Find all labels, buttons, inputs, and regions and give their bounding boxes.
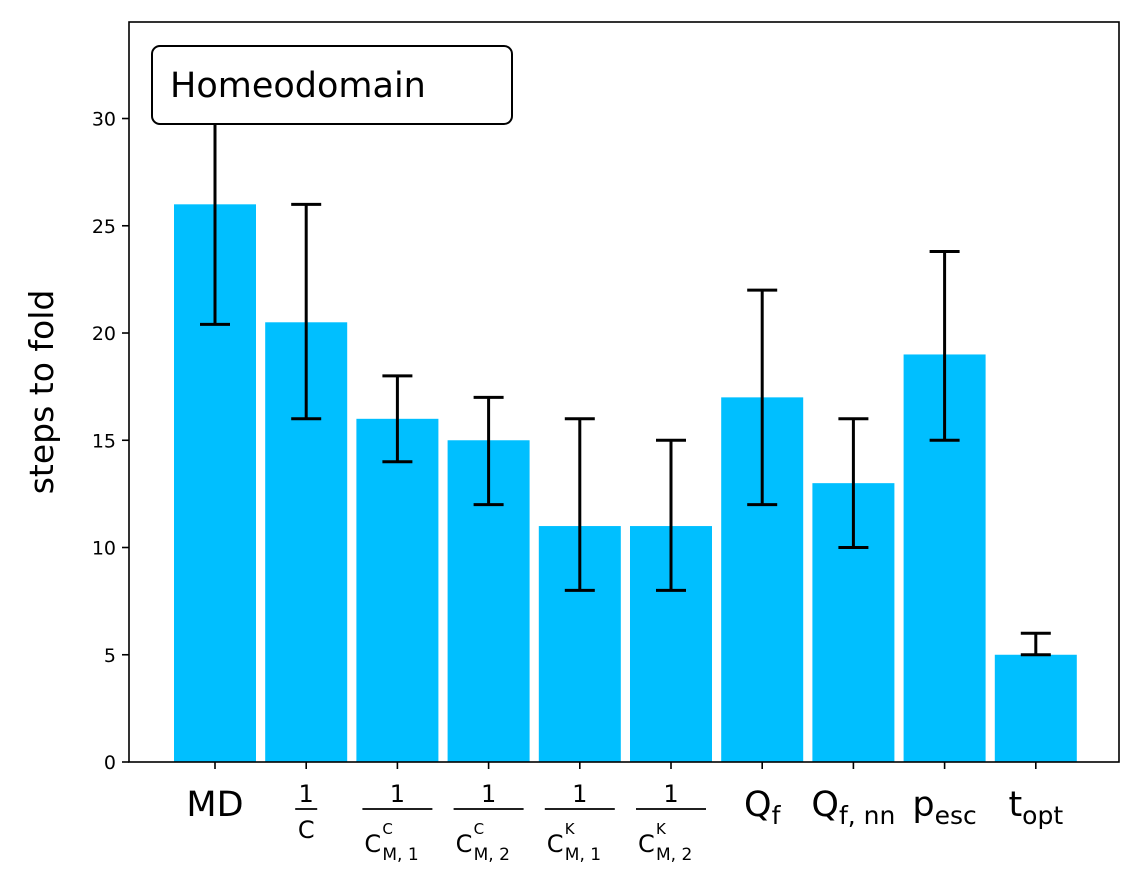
- x-tick-label-8: Qf, nn: [811, 785, 895, 830]
- error-bar-3: [382, 374, 413, 464]
- error-bar-2: [291, 202, 322, 421]
- error-bar-6: [656, 438, 686, 592]
- svg-text:C: C: [382, 820, 392, 838]
- svg-text:Qf, nn: Qf, nn: [811, 785, 895, 830]
- svg-text:1: 1: [390, 780, 405, 808]
- x-tick-label-2: 1C: [295, 780, 318, 844]
- x-tick-label-9: pesc: [912, 785, 976, 830]
- error-bar-5: [564, 417, 595, 592]
- svg-text:C: C: [547, 830, 564, 858]
- svg-text:C: C: [638, 830, 655, 858]
- svg-text:1: 1: [572, 780, 587, 808]
- x-tick-label-10: topt: [1008, 785, 1063, 830]
- annotation-box: Homeodomain: [151, 45, 513, 125]
- error-bar-4: [473, 395, 504, 507]
- x-tick-label-7: Qf: [744, 785, 782, 830]
- bar-10: [994, 654, 1077, 762]
- svg-text:M, 1: M, 1: [565, 845, 601, 865]
- y-tick-label: 25: [92, 216, 116, 238]
- y-tick-label: 30: [92, 109, 116, 131]
- svg-text:1: 1: [663, 780, 678, 808]
- y-axis-label: steps to fold: [22, 290, 61, 495]
- bar-3: [356, 418, 439, 762]
- x-tick-label-1: MD: [186, 785, 243, 825]
- x-tick-label-5: 1CK M, 1: [544, 780, 615, 865]
- svg-text:C: C: [474, 820, 484, 838]
- y-tick-label: 5: [104, 645, 116, 667]
- svg-text:Qf: Qf: [744, 785, 782, 830]
- error-bar-10: [1020, 631, 1051, 657]
- svg-text:1: 1: [481, 780, 496, 808]
- svg-text:M, 1: M, 1: [382, 845, 418, 865]
- svg-text:M, 2: M, 2: [474, 845, 510, 865]
- svg-text:MD: MD: [186, 785, 243, 825]
- svg-text:C: C: [456, 830, 473, 858]
- error-bar-9: [929, 250, 960, 442]
- x-tick-label-6: 1CK M, 2: [636, 780, 706, 865]
- svg-text:M, 2: M, 2: [656, 845, 692, 865]
- annotation-label: Homeodomain: [170, 66, 426, 106]
- y-tick-label: 0: [104, 752, 116, 774]
- svg-text:C: C: [298, 816, 315, 844]
- svg-text:pesc: pesc: [912, 785, 976, 830]
- plot-frame: [128, 21, 1120, 763]
- error-bar-7: [747, 288, 778, 507]
- svg-text:C: C: [364, 830, 381, 858]
- y-tick-label: 10: [92, 538, 116, 560]
- annotation-frame: [151, 45, 513, 125]
- y-tick-label: 15: [92, 430, 116, 452]
- bars-layer: [174, 204, 1077, 762]
- svg-text:topt: topt: [1008, 785, 1063, 830]
- y-axis: 0 5 10 15 20 25 30: [92, 109, 129, 774]
- svg-text:K: K: [565, 820, 576, 838]
- y-tick-label: 20: [92, 323, 116, 345]
- svg-text:K: K: [656, 820, 667, 838]
- svg-text:1: 1: [299, 780, 314, 808]
- error-bar-8: [838, 417, 869, 550]
